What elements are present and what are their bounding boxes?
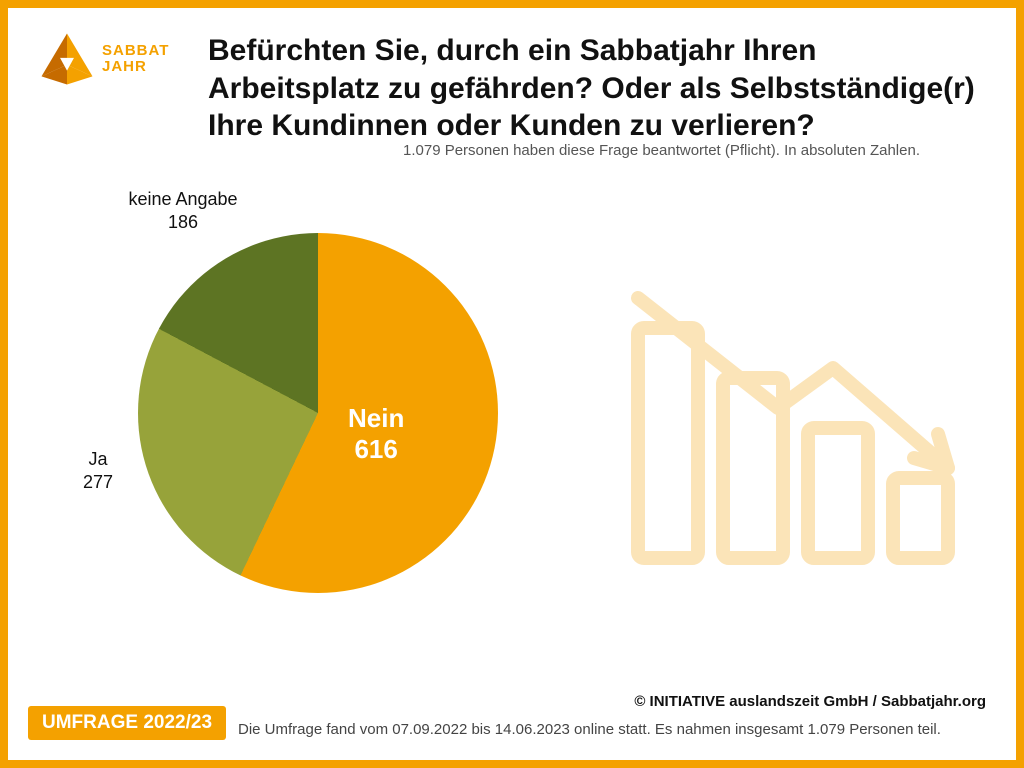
pie-chart: Nein 616 (138, 233, 498, 593)
pie-label-nein-value: 616 (348, 434, 404, 465)
survey-badge: UMFRAGE 2022/23 (28, 706, 226, 740)
copyright: © INITIATIVE auslandszeit GmbH / Sabbatj… (634, 693, 986, 710)
pie-disc (138, 233, 498, 593)
decline-bars-icon (618, 258, 978, 588)
pie-label-keine-value: 186 (113, 211, 253, 234)
pie-label-nein-name: Nein (348, 403, 404, 434)
pie-label-nein: Nein 616 (348, 403, 404, 465)
subtext: 1.079 Personen haben diese Frage beantwo… (403, 141, 956, 161)
logo-mark-icon (38, 30, 96, 88)
brand-line2: JAHR (102, 59, 169, 76)
pie-label-keine: keine Angabe 186 (113, 188, 253, 235)
pie-label-ja-value: 277 (58, 471, 138, 494)
brand-line1: SABBAT (102, 43, 169, 60)
pie-label-keine-name: keine Angabe (113, 188, 253, 211)
brand-logo: SABBAT JAHR (38, 30, 169, 88)
headline: Befürchten Sie, durch ein Sabbatjahr Ihr… (208, 32, 976, 145)
brand-text: SABBAT JAHR (102, 43, 169, 76)
pie-label-ja-name: Ja (58, 448, 138, 471)
pie-label-ja: Ja 277 (58, 448, 138, 495)
infographic-frame: SABBAT JAHR Befürchten Sie, durch ein Sa… (0, 0, 1024, 768)
footer-note: Die Umfrage fand vom 07.09.2022 bis 14.0… (238, 721, 986, 738)
